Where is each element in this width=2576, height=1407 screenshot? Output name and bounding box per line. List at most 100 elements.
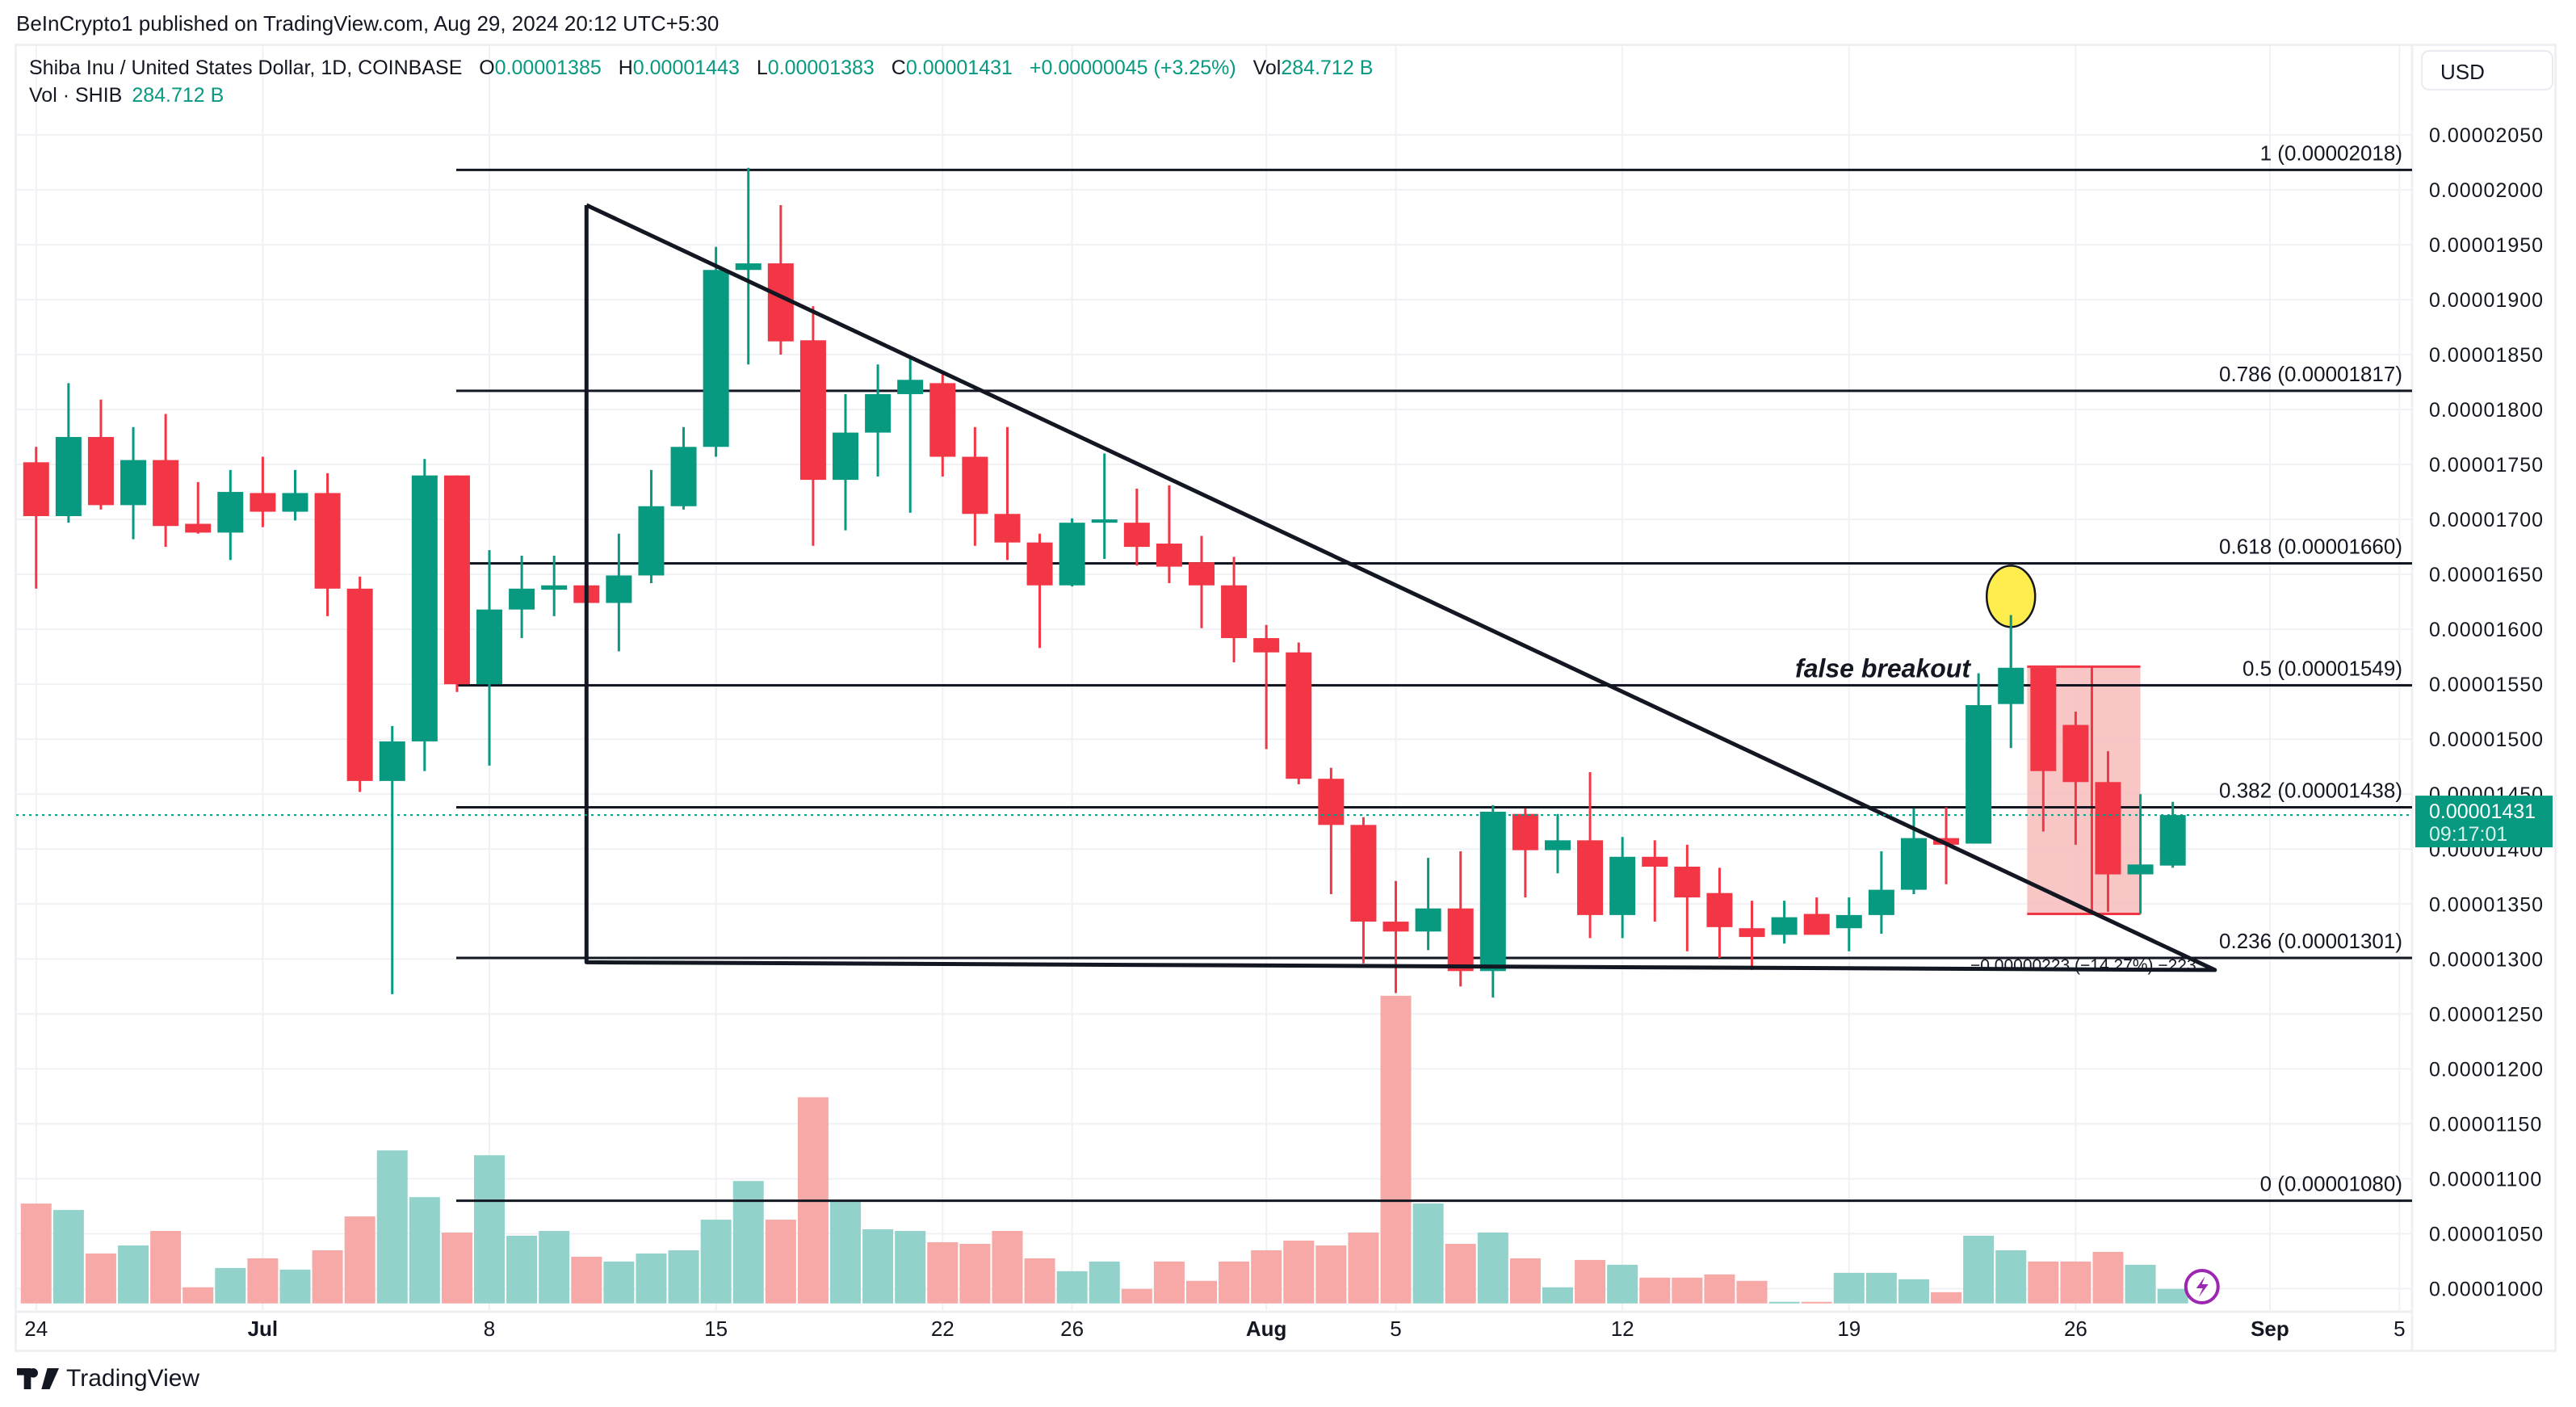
candle-body[interactable]: [2062, 724, 2089, 783]
tradingview-brand[interactable]: TradingView: [16, 1365, 199, 1392]
x-axis-label: 15: [704, 1317, 728, 1341]
candle-body[interactable]: [929, 383, 956, 457]
volume-bar: [1639, 1277, 1671, 1304]
false-breakout-annotation: false breakout: [1795, 654, 1971, 683]
candle-body[interactable]: [476, 609, 503, 685]
candle-body[interactable]: [606, 575, 632, 603]
candle-body[interactable]: [443, 475, 470, 685]
fib-level-label: 0 (0.00001080): [2260, 1172, 2402, 1196]
candle-body[interactable]: [1512, 813, 1538, 850]
candle-body[interactable]: [1156, 544, 1182, 567]
candle-body[interactable]: [1026, 542, 1053, 586]
candle-body[interactable]: [541, 585, 568, 590]
candle-body[interactable]: [87, 437, 114, 506]
volume-bar: [1704, 1274, 1735, 1304]
y-axis-label: 0.00001700: [2429, 509, 2544, 531]
candle-body[interactable]: [1059, 523, 1085, 586]
close-value: 0.00001431: [905, 57, 1013, 79]
currency-button[interactable]: USD: [2421, 50, 2553, 90]
candle-body[interactable]: [1350, 825, 1377, 922]
candle-body[interactable]: [1091, 519, 1118, 523]
candle-body[interactable]: [799, 340, 826, 481]
candle-body[interactable]: [153, 460, 179, 527]
candle-body[interactable]: [1318, 779, 1345, 825]
candle-body[interactable]: [1577, 840, 1604, 915]
volume-bar: [992, 1231, 1023, 1304]
candle-body[interactable]: [1609, 856, 1636, 915]
volume-bar: [2092, 1251, 2124, 1304]
candle-body[interactable]: [1674, 867, 1701, 898]
candle-body[interactable]: [23, 462, 49, 516]
volume-bar: [1931, 1292, 1962, 1304]
volume-bar: [215, 1267, 246, 1304]
candle-body[interactable]: [735, 263, 761, 271]
candle-body[interactable]: [250, 493, 276, 512]
volume-bar: [636, 1253, 667, 1304]
candle-body[interactable]: [1998, 667, 2024, 704]
candle-body[interactable]: [703, 270, 729, 447]
candle-body[interactable]: [379, 741, 405, 781]
candle-body[interactable]: [1221, 585, 1248, 639]
candle-body[interactable]: [1803, 914, 1830, 935]
candle-body[interactable]: [1286, 652, 1312, 779]
candle-body[interactable]: [1642, 856, 1668, 867]
candle-body[interactable]: [346, 588, 373, 781]
candle-body[interactable]: [1447, 908, 1474, 972]
candle-body[interactable]: [314, 493, 341, 589]
candle-body[interactable]: [638, 506, 665, 576]
candle-body[interactable]: [1771, 917, 1798, 935]
symbol-legend[interactable]: Shiba Inu / United States Dollar, 1D, CO…: [29, 57, 1384, 80]
volume-bar: [1768, 1301, 1800, 1304]
candle-body[interactable]: [962, 456, 988, 514]
candle-body[interactable]: [1739, 928, 1765, 938]
volume-bar: [2028, 1261, 2059, 1304]
candle-body[interactable]: [282, 493, 308, 512]
volume-bar: [118, 1245, 149, 1304]
open-value: 0.00001385: [494, 57, 602, 79]
candle-body[interactable]: [1382, 922, 1409, 932]
chart-panel[interactable]: [15, 44, 2557, 1352]
candle-body[interactable]: [509, 588, 535, 610]
candle-body[interactable]: [1415, 908, 1441, 932]
descending-triangle[interactable]: [584, 203, 2217, 972]
volume-bar: [1153, 1261, 1185, 1304]
candle-body[interactable]: [1123, 523, 1150, 548]
candle-body[interactable]: [185, 523, 212, 533]
candle-body[interactable]: [1868, 889, 1894, 915]
volume-bar: [1542, 1287, 1573, 1304]
volume-bar: [1509, 1258, 1541, 1304]
candle-body[interactable]: [670, 447, 697, 506]
volume-bar: [441, 1233, 472, 1304]
volume-bar: [312, 1250, 343, 1304]
candle-body[interactable]: [2159, 815, 2186, 866]
x-axis-label: 26: [2064, 1317, 2087, 1341]
candle-body[interactable]: [55, 437, 82, 516]
candle-body[interactable]: [2127, 864, 2154, 875]
volume-study-value: 284.712 B: [132, 84, 224, 107]
volume-legend[interactable]: Vol · SHIB 284.712 B: [29, 84, 224, 107]
candle-body[interactable]: [1900, 838, 1927, 890]
candle-body[interactable]: [1479, 812, 1506, 972]
candle-body[interactable]: [897, 380, 924, 394]
candle-body[interactable]: [994, 514, 1021, 543]
candle-body[interactable]: [1966, 705, 1992, 844]
candle-body[interactable]: [1836, 914, 1862, 929]
candle-body[interactable]: [1706, 892, 1733, 927]
symbol-title[interactable]: Shiba Inu / United States Dollar, 1D, CO…: [29, 57, 463, 79]
candle-body[interactable]: [411, 475, 438, 741]
candle-body[interactable]: [1544, 840, 1571, 850]
candle-body[interactable]: [2030, 667, 2057, 771]
candle-body[interactable]: [217, 492, 244, 533]
candle-body[interactable]: [1188, 562, 1215, 586]
volume-bar: [1672, 1277, 1703, 1304]
candle-body[interactable]: [833, 432, 859, 481]
candle-body[interactable]: [1253, 638, 1280, 653]
x-axis-label: 26: [1060, 1317, 1084, 1341]
volume-bar: [1024, 1258, 1055, 1304]
candle-body[interactable]: [2095, 782, 2121, 875]
candle-body[interactable]: [120, 460, 147, 506]
candle-body[interactable]: [865, 393, 892, 433]
candle-body[interactable]: [1933, 838, 1960, 845]
x-axis-label: 5: [2393, 1317, 2405, 1341]
